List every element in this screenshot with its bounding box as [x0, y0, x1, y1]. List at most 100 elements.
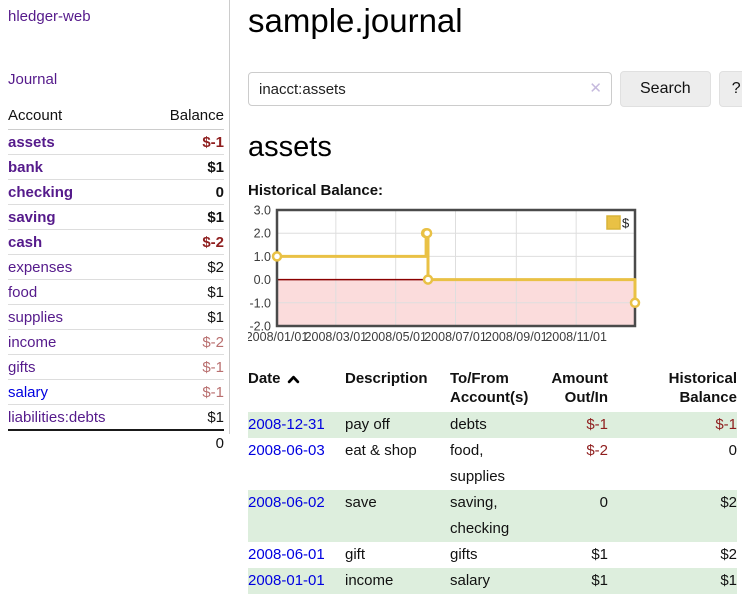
account-link[interactable]: bank	[8, 159, 44, 176]
clear-search-icon[interactable]: ✕	[589, 80, 602, 97]
account-row: expenses $2	[8, 254, 224, 280]
account-balance: $-1	[146, 354, 224, 380]
svg-text:-1.0: -1.0	[249, 296, 271, 310]
svg-text:2.0: 2.0	[254, 227, 271, 241]
svg-text:2008/01/01: 2008/01/01	[248, 330, 308, 344]
account-row: supplies $1	[8, 304, 224, 330]
transaction-description: save	[345, 494, 377, 511]
transaction-balance: $2	[720, 546, 737, 563]
account-balance: $-1	[146, 129, 224, 155]
account-link[interactable]: cash	[8, 234, 43, 251]
transaction-description: gift	[345, 546, 366, 563]
svg-text:1.0: 1.0	[254, 250, 271, 264]
transaction-amount: $1	[591, 546, 608, 563]
search-button[interactable]: Search	[620, 71, 711, 107]
brand-link[interactable]: hledger-web	[8, 8, 91, 25]
transaction-balance: $2	[720, 494, 737, 511]
svg-text:2008/09/01: 2008/09/01	[485, 330, 548, 344]
sort-ascending-icon	[287, 370, 300, 389]
chart-title: Historical Balance:	[248, 182, 384, 199]
svg-text:2008/05/01: 2008/05/01	[364, 330, 427, 344]
transaction-balance: 0	[728, 442, 737, 459]
transaction-description: income	[345, 572, 394, 589]
page-title: sample.journal	[248, 2, 463, 39]
account-row: salary $-1	[8, 379, 224, 405]
account-link[interactable]: liabilities:debts	[8, 409, 106, 426]
accounts-table: Account Balance assets $-1 bank $1 checking 0…	[8, 104, 224, 456]
account-link[interactable]: expenses	[8, 259, 73, 276]
register-table: Date Description To/From Account(s) Amou…	[248, 367, 737, 594]
account-balance: $2	[146, 254, 224, 280]
transaction-amount: 0	[599, 494, 608, 511]
register-col-accounts: To/From Account(s)	[450, 370, 529, 406]
account-balance: $1	[207, 409, 224, 426]
account-link[interactable]: income	[8, 334, 57, 351]
search-input[interactable]	[248, 72, 612, 106]
register-col-description: Description	[345, 370, 428, 387]
account-link[interactable]: checking	[8, 184, 74, 201]
transaction-date-link[interactable]: 2008-12-31	[248, 416, 325, 433]
transaction-accounts: debts	[450, 416, 487, 433]
account-balance: $-2	[146, 229, 224, 255]
account-balance: $1	[146, 279, 224, 305]
transaction-balance: $-1	[715, 416, 737, 433]
search-form: ✕ Search ?	[248, 71, 742, 107]
main-content: sample.journal ✕ Search ? assets Histori…	[230, 0, 742, 594]
accounts-total: 0	[146, 429, 224, 456]
search-field-wrap: ✕	[248, 72, 612, 106]
transaction-amount: $-1	[586, 416, 608, 433]
historical-balance-chart: $3.0 2.0 1.0 0.0 -1.0 -2.0 2008/01/01 2008/03/0…	[246, 204, 742, 351]
svg-text:$: $	[622, 216, 630, 231]
accounts-col-account: Account	[8, 104, 147, 130]
account-link[interactable]: salary	[8, 384, 49, 401]
account-balance: $1	[146, 204, 224, 230]
account-balance: $1	[146, 304, 224, 330]
account-title: assets	[248, 131, 332, 163]
svg-text:-2.0: -2.0	[249, 320, 271, 334]
account-link[interactable]: food	[8, 284, 38, 301]
account-link[interactable]: saving	[8, 209, 56, 226]
svg-text:2008/07/01: 2008/07/01	[424, 330, 487, 344]
register-row: 2008-01-01 income salary $1 $1	[248, 568, 737, 594]
transaction-accounts: saving, checking	[450, 494, 510, 537]
account-row: gifts $-1	[8, 354, 224, 380]
transaction-date-link[interactable]: 2008-06-01	[248, 546, 325, 563]
register-col-balance: Historical Balance	[668, 370, 737, 406]
register-col-date[interactable]: Date	[248, 367, 345, 412]
transaction-accounts: gifts	[450, 546, 478, 563]
transaction-accounts: salary	[450, 572, 491, 589]
account-row: checking 0	[8, 179, 224, 205]
transaction-description: pay off	[345, 416, 390, 433]
register-row: 2008-06-03 eat & shop food, supplies $-2 0	[248, 438, 737, 490]
help-button[interactable]: ?	[718, 71, 742, 107]
account-balance: $1	[146, 154, 224, 180]
account-balance: 0	[146, 179, 224, 205]
account-row: food $1	[8, 279, 224, 305]
register-row: 2008-12-31 pay off debts $-1 $-1	[248, 412, 737, 438]
svg-text:0.0: 0.0	[254, 273, 271, 287]
svg-text:2008/03/01: 2008/03/01	[305, 330, 368, 344]
account-row: bank $1	[8, 154, 224, 180]
account-row: assets $-1	[8, 129, 224, 155]
register-row: 2008-06-02 save saving, checking 0 $2	[248, 490, 737, 542]
account-balance: $-1	[146, 379, 224, 405]
account-link[interactable]: assets	[8, 134, 55, 151]
account-row: liabilities:debts $1	[8, 405, 224, 431]
sidebar-item-journal[interactable]: Journal	[8, 71, 58, 88]
transaction-accounts: food, supplies	[450, 442, 506, 485]
transaction-balance: $1	[720, 572, 737, 589]
svg-text:2008/11/01: 2008/11/01	[545, 330, 607, 344]
account-row: saving $1	[8, 204, 224, 230]
sidebar: hledger-web Journal Account Balance asse…	[0, 0, 230, 456]
transaction-date-link[interactable]: 2008-01-01	[248, 572, 325, 589]
transaction-date-link[interactable]: 2008-06-03	[248, 442, 325, 459]
account-balance: $-2	[146, 329, 224, 355]
register-col-amount: Amount Out/In	[551, 370, 608, 406]
account-link[interactable]: gifts	[8, 359, 36, 376]
svg-text:3.0: 3.0	[254, 205, 271, 218]
transaction-amount: $-2	[586, 442, 608, 459]
account-row: cash $-2	[8, 229, 224, 255]
transaction-date-link[interactable]: 2008-06-02	[248, 494, 325, 511]
account-link[interactable]: supplies	[8, 309, 64, 326]
